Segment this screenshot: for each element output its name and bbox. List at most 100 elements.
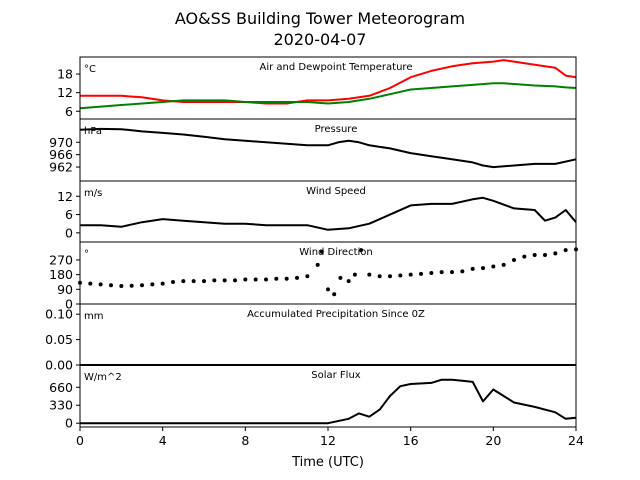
y-tick-label: 180 <box>49 267 73 282</box>
y-tick-label: 330 <box>49 398 73 413</box>
unit-label: ° <box>84 249 89 260</box>
data-point <box>377 274 382 279</box>
y-tick-label: 18 <box>57 67 73 82</box>
data-point <box>408 272 413 277</box>
series-line-0 <box>80 378 577 425</box>
panel-title: Accumulated Precipitation Since 0Z <box>247 309 425 320</box>
data-point <box>439 270 444 275</box>
data-point <box>140 283 144 288</box>
y-tick-label: 6 <box>65 104 73 119</box>
data-point <box>295 275 299 280</box>
unit-label: m/s <box>84 188 102 199</box>
panel-4: 0.00 0.05 0.10 Accumulated Precipitation Si… <box>45 303 577 373</box>
x-tick-label: 16 <box>403 433 419 448</box>
data-point <box>326 287 330 292</box>
data-point <box>332 292 337 297</box>
data-point <box>88 281 93 286</box>
data-point <box>367 272 372 277</box>
y-tick-label: 970 <box>49 135 73 150</box>
data-point <box>129 283 134 288</box>
data-point <box>501 262 506 267</box>
series-line-0 <box>79 127 577 169</box>
data-point <box>98 282 103 287</box>
data-point <box>388 274 392 279</box>
y-tick-label: 6 <box>65 207 73 222</box>
data-point <box>160 281 165 286</box>
series-line-1 <box>79 82 577 110</box>
panel-title: Wind Direction <box>299 247 373 258</box>
data-point <box>543 253 547 258</box>
data-point <box>563 248 568 253</box>
panel-2: 0 6 12 Wind Speed m/s <box>57 180 577 243</box>
y-tick-label: 270 <box>49 252 73 267</box>
figure-title: AO&SS Building Tower Meteorogram <box>175 9 465 28</box>
data-point <box>150 282 155 287</box>
panel-title: Air and Dewpoint Temperature <box>260 62 413 73</box>
data-point <box>470 266 475 271</box>
panel-0: 6 12 18 Air and Dewpoint Temperature °C <box>57 56 577 120</box>
x-tick-label: 20 <box>485 433 501 448</box>
data-point <box>284 276 289 281</box>
y-tick-label: 0.00 <box>45 358 73 373</box>
data-point <box>338 275 343 280</box>
data-point <box>532 253 537 258</box>
series-line-0 <box>80 196 577 231</box>
unit-label: hPa <box>84 126 102 137</box>
data-point <box>460 269 465 274</box>
data-point <box>359 248 364 253</box>
data-point <box>191 279 196 284</box>
x-tick-label: 24 <box>568 433 584 448</box>
data-point <box>109 283 113 288</box>
data-point <box>315 262 320 267</box>
data-point <box>553 251 558 256</box>
data-point <box>522 254 527 259</box>
data-point <box>491 264 496 269</box>
panel-5: 0 330 660 Solar Flux W/m^2 0 4 8 12 16 20 24 <box>49 364 584 448</box>
data-point <box>222 278 227 283</box>
data-point <box>512 257 516 262</box>
y-tick-label: 90 <box>57 282 73 297</box>
unit-label: W/m^2 <box>84 372 122 383</box>
data-point <box>305 274 310 279</box>
panel-title: Solar Flux <box>311 370 361 381</box>
data-point <box>212 278 217 283</box>
data-point <box>352 272 357 277</box>
x-tick-label: 12 <box>320 433 336 448</box>
data-point <box>243 277 248 282</box>
x-tick-label: 8 <box>241 433 249 448</box>
y-tick-label: 0 <box>65 297 73 312</box>
panel-title: Pressure <box>315 124 358 135</box>
panel-title: Wind Speed <box>306 186 366 197</box>
data-point <box>264 277 268 282</box>
y-tick-label: 12 <box>57 85 73 100</box>
data-point <box>233 278 237 283</box>
unit-label: °C <box>84 64 96 75</box>
x-tick-label: 0 <box>76 433 84 448</box>
x-tick-label: 4 <box>159 433 167 448</box>
data-point <box>481 266 485 271</box>
panels: 6 12 18 Air and Dewpoint Temperature °C 96296… <box>45 56 584 448</box>
y-tick-label: 966 <box>49 147 73 162</box>
data-point <box>202 279 206 284</box>
unit-label: mm <box>84 311 103 322</box>
y-tick-label: 0 <box>65 416 73 431</box>
data-point <box>398 273 403 278</box>
y-tick-label: 660 <box>49 380 73 395</box>
y-tick-label: 0.05 <box>45 332 73 347</box>
data-point <box>253 277 258 282</box>
y-tick-label: 962 <box>49 160 73 175</box>
data-point <box>119 284 124 289</box>
data-point <box>274 276 279 281</box>
x-axis-label: Time (UTC) <box>291 455 364 470</box>
data-point <box>181 279 186 284</box>
data-point <box>419 271 423 276</box>
data-point <box>450 270 454 275</box>
data-point <box>319 249 324 254</box>
data-point <box>429 271 434 275</box>
figure-date: 2020-04-07 <box>274 30 367 49</box>
y-tick-label: 12 <box>57 189 73 204</box>
data-point <box>171 279 175 284</box>
